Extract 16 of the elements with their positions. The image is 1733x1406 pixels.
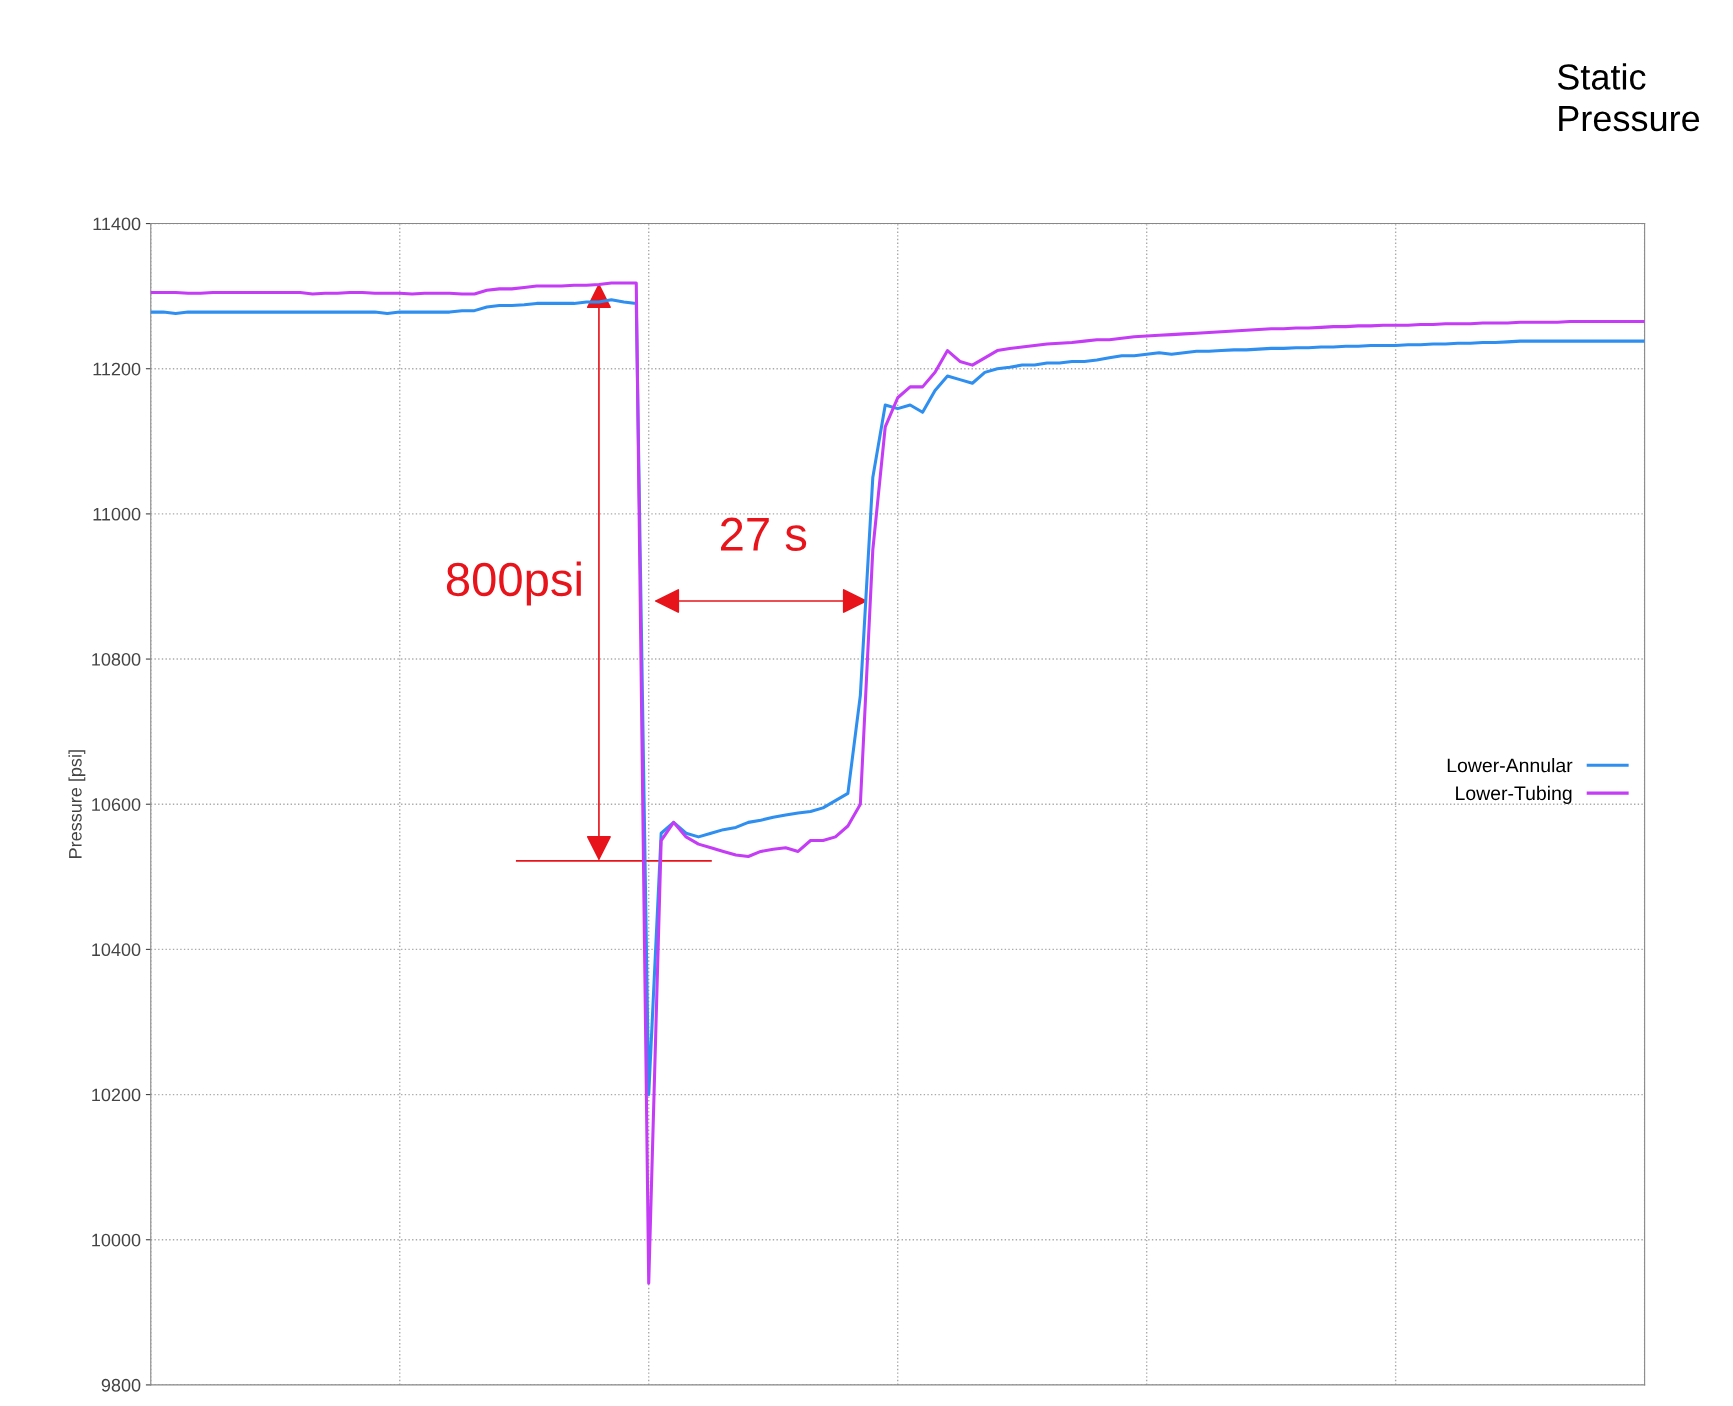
legend-label: Lower-Tubing [1456,785,1572,804]
annotation: 800psi [446,561,581,606]
y-tick-label: 10800 [92,653,141,666]
y-tick-label: 10200 [92,1088,141,1102]
y-tick-label: 10000 [92,1233,141,1247]
y-tick-label: 11200 [93,362,141,376]
y-tick-label: 10600 [92,798,141,811]
y-tick-label: 9800 [101,1378,141,1392]
chart-title: Static Pressure [1557,63,1700,132]
annotation: 27 s [721,517,807,552]
y-tick-label: 10400 [92,943,141,957]
y-tick-label: 11400 [93,217,141,231]
y-axis-title: Pressure [psi] [68,750,86,858]
y-tick-label: 11000 [93,507,141,521]
legend-label: Lower-Annular [1447,758,1573,773]
line-series [150,281,1645,1285]
